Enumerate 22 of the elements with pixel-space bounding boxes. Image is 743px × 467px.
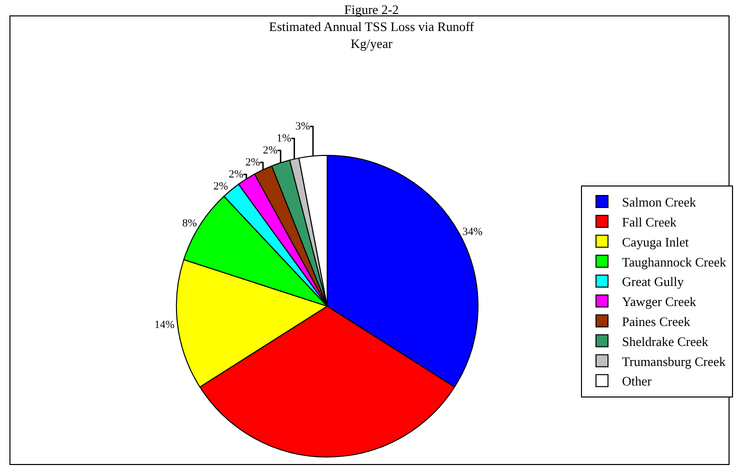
data-label: 14% [154,319,175,332]
legend-label: Sheldrake Creek [622,334,709,349]
legend-label: Trumansburg Creek [622,354,726,369]
data-label: 2% [262,144,278,156]
text: Kg/year [350,36,394,51]
legend-label: Paines Creek [622,314,691,329]
chart-subtitle: Estimated Annual TSS Loss via Runoff [269,18,475,34]
legend-label: Cayuga Inlet [622,234,690,250]
data-label: 2% [228,168,244,180]
data-label: 3% [295,120,310,132]
legend-label: Salmon Creek [622,194,697,210]
data-label: 34% [462,226,483,238]
legend-label: Taughannock Creek [622,254,727,270]
data-label: 1% [276,132,292,144]
legend-label: Fall Creek [622,214,678,230]
chart-title: Figure 2-2 [344,2,399,18]
legend-label: Other [622,374,652,389]
data-label: 2% [245,156,260,168]
data-label: 2% [213,180,228,192]
legend-label: Yawger Creek [622,294,697,310]
data-label: 8% [182,218,197,230]
legend-label: Great Gully [622,274,684,290]
